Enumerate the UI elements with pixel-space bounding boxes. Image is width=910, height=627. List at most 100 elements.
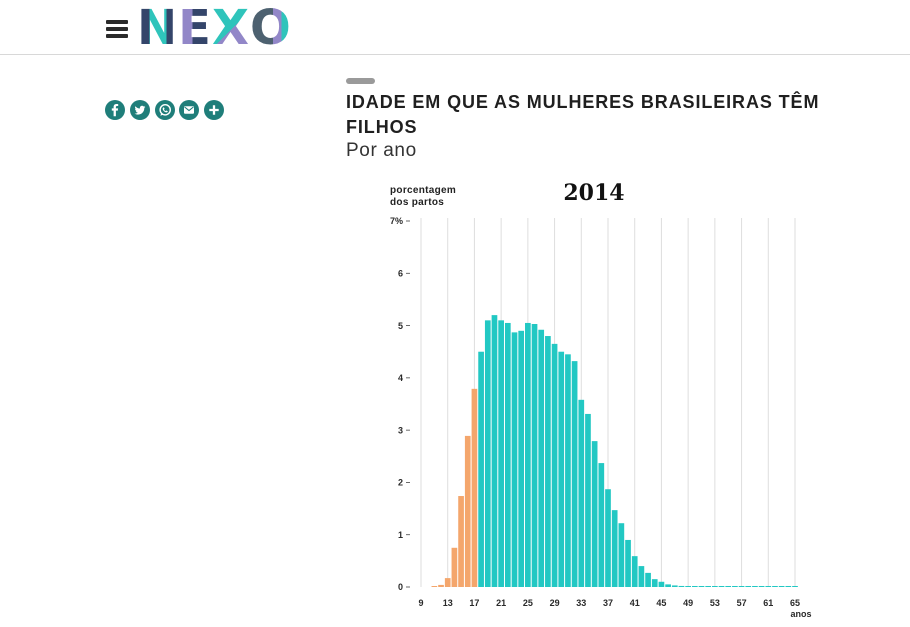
bars [431, 315, 798, 587]
bar-age-57 [738, 586, 745, 587]
email-icon [184, 106, 195, 114]
article-title: IDADE EM QUE AS MULHERES BRASILEIRAS TÊM… [346, 92, 820, 137]
more-share-button[interactable] [204, 100, 225, 120]
bar-age-31 [565, 354, 571, 587]
y-tick-label: 1 [398, 530, 403, 540]
bar-age-65 [792, 586, 798, 587]
x-tick-label: 25 [523, 598, 533, 608]
bar-age-41 [631, 556, 638, 587]
menu-button[interactable] [104, 17, 130, 41]
bar-age-40 [625, 539, 631, 587]
x-tick-label: 61 [763, 598, 773, 608]
y-tick-label: 0 [398, 582, 403, 592]
bar-age-19 [484, 320, 491, 587]
bar-age-23 [511, 332, 518, 587]
bar-age-22 [504, 322, 511, 587]
bar-age-49 [685, 586, 691, 587]
bar-age-50 [691, 586, 698, 587]
bar-age-25 [525, 322, 531, 587]
bar-age-47 [671, 585, 678, 587]
twitter-icon [134, 105, 146, 115]
bar-age-61 [765, 586, 772, 587]
bar-age-60 [758, 586, 765, 587]
x-tick-label: 21 [496, 598, 506, 608]
x-tick-label: 33 [576, 598, 586, 608]
x-tick-label: 9 [418, 598, 423, 608]
bar-age-12 [438, 584, 444, 587]
bar-age-13 [444, 578, 451, 587]
y-tick-label: 5 [398, 321, 403, 331]
logo-letter: E [178, 0, 212, 56]
y-tick-label: 2 [398, 478, 403, 488]
bar-age-11 [431, 586, 438, 587]
whatsapp-icon [158, 104, 171, 116]
bar-age-55 [725, 586, 732, 587]
bar-age-62 [772, 586, 778, 587]
article-subtitle: Por ano [346, 140, 417, 161]
bar-age-28 [545, 336, 551, 587]
x-tick-label: 37 [603, 598, 613, 608]
bar-age-64 [785, 586, 792, 587]
bar-age-44 [651, 579, 658, 587]
menu-icon-bar [106, 34, 128, 38]
x-tick-label: 29 [550, 598, 560, 608]
y-axis-ticks: 0 1 2 3 4 5 6 7% [390, 216, 410, 592]
bar-age-63 [778, 586, 785, 587]
bar-age-54 [718, 586, 725, 587]
bar-age-29 [551, 343, 558, 587]
bar-age-39 [618, 523, 625, 587]
bar-age-35 [591, 441, 598, 587]
bar-age-56 [732, 586, 738, 587]
y-tick-label: 6 [398, 268, 403, 278]
bar-age-34 [585, 413, 591, 587]
y-axis-label: dos partos [390, 197, 444, 208]
bar-age-36 [598, 463, 605, 587]
twitter-share-button[interactable] [129, 100, 150, 120]
x-tick-label: 45 [656, 598, 666, 608]
bar-age-24 [518, 330, 525, 587]
x-tick-label: 53 [710, 598, 720, 608]
bar-age-51 [698, 586, 705, 587]
bar-age-21 [498, 320, 504, 587]
bar-age-15 [458, 496, 464, 587]
bar-age-20 [491, 315, 498, 587]
x-axis-ticks: 9 13 17 21 25 29 33 37 41 45 49 53 57 61 65 [418, 598, 800, 608]
y-tick-label: 3 [398, 425, 403, 435]
logo-letter: O [249, 0, 292, 56]
menu-icon-bar [106, 27, 128, 31]
hamburger-menu-icon [106, 20, 128, 38]
bar-age-59 [752, 586, 758, 587]
bar-age-32 [571, 361, 578, 587]
email-share-button[interactable] [179, 100, 200, 120]
x-axis-label: anos [790, 609, 811, 619]
header-divider [0, 54, 910, 55]
bar-age-52 [705, 586, 712, 587]
logo-letter: N [137, 0, 179, 56]
category-tag [346, 78, 375, 84]
x-tick-label: 57 [737, 598, 747, 608]
share-bar [105, 100, 225, 120]
x-tick-label: 17 [469, 598, 479, 608]
logo-letter: X [211, 0, 250, 56]
bar-age-46 [665, 584, 671, 587]
chart-title: 2014 [563, 180, 624, 206]
bar-age-33 [578, 399, 585, 587]
facebook-icon [111, 104, 119, 117]
whatsapp-share-button[interactable] [154, 100, 175, 120]
y-tick-label: 7% [390, 216, 403, 226]
bar-age-43 [645, 572, 651, 587]
facebook-share-button[interactable] [105, 100, 125, 120]
y-axis-label: porcentagem [390, 185, 456, 196]
x-tick-label: 41 [630, 598, 640, 608]
bar-age-16 [464, 435, 471, 587]
menu-icon-bar [106, 20, 128, 24]
plus-icon [209, 105, 219, 115]
x-tick-label: 65 [790, 598, 800, 608]
bar-age-42 [638, 566, 645, 587]
x-tick-label: 49 [683, 598, 693, 608]
bar-age-14 [451, 547, 458, 587]
bar-age-48 [678, 585, 685, 587]
bar-age-45 [658, 581, 665, 587]
bar-age-17 [471, 388, 478, 587]
